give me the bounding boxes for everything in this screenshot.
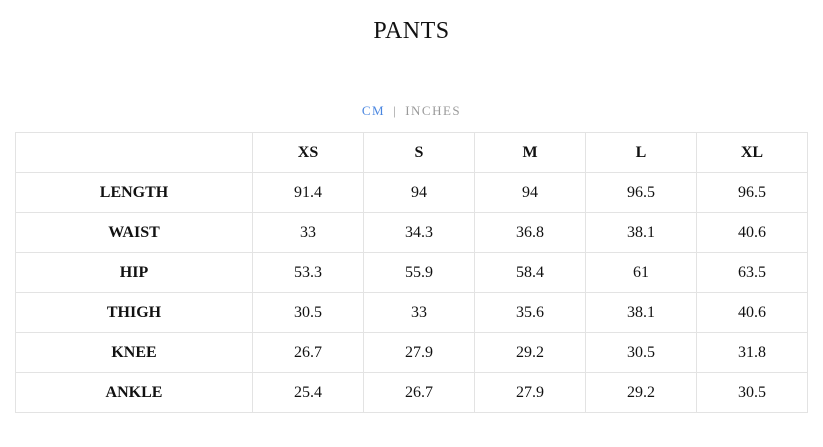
table-row: WAIST 33 34.3 36.8 38.1 40.6 [15,212,808,253]
table-row: HIP 53.3 55.9 58.4 61 63.5 [15,252,808,293]
table-cell: 94 [474,172,586,213]
table-cell: 35.6 [474,292,586,333]
table-cell: 33 [252,212,364,253]
table-row: KNEE 26.7 27.9 29.2 30.5 31.8 [15,332,808,373]
row-label: HIP [15,252,253,293]
header-row: XS S M L XL [15,132,808,173]
table-cell: 31.8 [696,332,808,373]
table-cell: 63.5 [696,252,808,293]
table-row: ANKLE 25.4 26.7 27.9 29.2 30.5 [15,372,808,413]
table-cell: 26.7 [252,332,364,373]
row-label: WAIST [15,212,253,253]
table-cell: 30.5 [585,332,697,373]
table-cell: 96.5 [696,172,808,213]
table-row: THIGH 30.5 33 35.6 38.1 40.6 [15,292,808,333]
table-cell: 30.5 [252,292,364,333]
table-cell: 27.9 [474,372,586,413]
table-cell: 25.4 [252,372,364,413]
column-header: M [474,132,586,173]
table-cell: 27.9 [363,332,475,373]
table-cell: 91.4 [252,172,364,213]
row-label: KNEE [15,332,253,373]
unit-toggle: CM | INCHES [0,103,823,119]
table-cell: 40.6 [696,212,808,253]
table-cell: 94 [363,172,475,213]
table-row: LENGTH 91.4 94 94 96.5 96.5 [15,172,808,213]
unit-inches-button[interactable]: INCHES [405,103,462,118]
table-cell: 29.2 [474,332,586,373]
size-chart-table: XS S M L XL LENGTH 91.4 94 94 96.5 96.5 WAIST 33 34.… [15,132,808,413]
row-label: THIGH [15,292,253,333]
page-title: PANTS [373,18,450,44]
table-cell: 30.5 [696,372,808,413]
column-header: L [585,132,697,173]
row-label: ANKLE [15,372,253,413]
table-cell: 29.2 [585,372,697,413]
column-header [15,132,253,173]
unit-separator: | [393,103,398,118]
table-cell: 38.1 [585,212,697,253]
table-cell: 36.8 [474,212,586,253]
table-cell: 61 [585,252,697,293]
table-cell: 53.3 [252,252,364,293]
table-cell: 55.9 [363,252,475,293]
table-cell: 38.1 [585,292,697,333]
row-label: LENGTH [15,172,253,213]
column-header: XS [252,132,364,173]
unit-cm-button[interactable]: CM [361,103,386,118]
table-cell: 40.6 [696,292,808,333]
table-cell: 58.4 [474,252,586,293]
table-cell: 26.7 [363,372,475,413]
table-cell: 34.3 [363,212,475,253]
table-cell: 96.5 [585,172,697,213]
column-header: XL [696,132,808,173]
table-cell: 33 [363,292,475,333]
column-header: S [363,132,475,173]
